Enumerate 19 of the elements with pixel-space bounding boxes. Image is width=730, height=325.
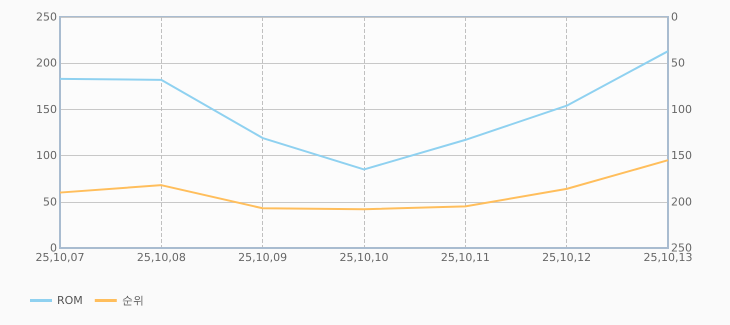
line-series <box>59 50 669 170</box>
legend-label: ROM <box>57 294 83 307</box>
y2-tick-label: 150 <box>671 149 692 162</box>
y-tick-label: 150 <box>36 102 57 116</box>
x-tick-label: 25,10,12 <box>542 251 592 264</box>
y-tick-label: 200 <box>36 56 57 70</box>
y-tick-label: 100 <box>36 149 57 162</box>
x-tick-label: 25,10,08 <box>136 251 186 264</box>
x-tick-label: 25,10,09 <box>238 251 288 264</box>
line-series <box>59 159 669 210</box>
x-tick-label: 25,10,11 <box>440 251 490 264</box>
y2-tick-label: 50 <box>671 56 685 70</box>
y2-tick-label: 100 <box>671 102 692 116</box>
y2-tick-label: 0 <box>671 10 678 24</box>
legend-label: 순위 <box>122 294 144 307</box>
y2-tick-label: 200 <box>671 195 692 208</box>
x-tick-label: 25,10,10 <box>340 251 388 264</box>
y-tick-label: 250 <box>36 10 57 24</box>
y-tick-label: 50 <box>43 195 57 208</box>
